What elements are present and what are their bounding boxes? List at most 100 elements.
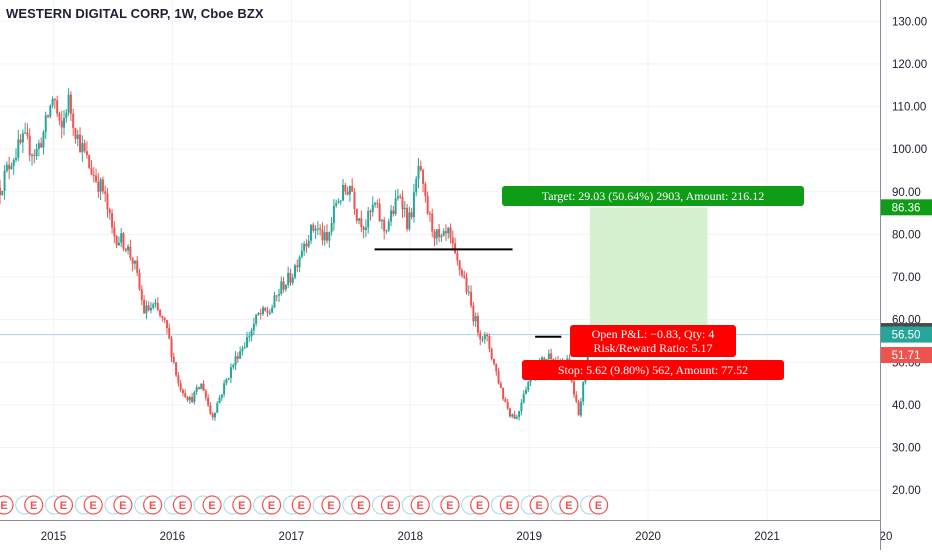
candle-body (108, 209, 111, 214)
candle-body (483, 334, 486, 340)
candle-body (332, 205, 335, 224)
candle-body (355, 208, 358, 221)
candle-body (303, 243, 306, 251)
candle-body (291, 277, 294, 283)
candle-body (396, 196, 399, 199)
candle-body (197, 387, 200, 390)
candle-body (440, 235, 443, 238)
candle-body (191, 397, 194, 403)
candle-body (577, 401, 580, 416)
candle-body (337, 201, 340, 203)
candle-body (575, 394, 578, 402)
earnings-label: E (417, 500, 424, 512)
candle-body (152, 304, 155, 308)
candle-body (236, 356, 239, 359)
candle-body (115, 236, 118, 246)
rr-label: Risk/Reward Ratio: 5.17 (594, 341, 713, 355)
earnings-label: E (298, 500, 305, 512)
candle-body (72, 113, 75, 128)
candle-body (346, 191, 349, 195)
earnings-circle (53, 495, 74, 515)
earnings-circle (470, 495, 490, 515)
candle-body (447, 227, 450, 234)
candle-body (431, 213, 434, 232)
candle-body (106, 193, 109, 210)
candle-body (476, 316, 479, 333)
candle-body (419, 166, 422, 171)
candle-body (499, 383, 502, 388)
candle-body (58, 113, 61, 121)
candle-body (371, 204, 374, 212)
candle-body (69, 94, 72, 114)
candle-body (255, 314, 258, 324)
price-label-bg (881, 199, 932, 216)
earnings-label: E (565, 500, 572, 512)
candle-body (67, 94, 70, 113)
candle-body (444, 231, 447, 234)
earnings-label: E (506, 500, 513, 512)
candle-body (37, 143, 40, 149)
candle-body (360, 218, 363, 228)
candle-body (127, 246, 130, 251)
earnings-circle (410, 495, 430, 515)
y-tick-label: 90.00 (892, 187, 921, 199)
candle-body (140, 289, 143, 300)
candle-body (24, 132, 27, 134)
candle-body (225, 379, 228, 384)
earnings-circle (232, 495, 252, 515)
earnings-label: E (208, 500, 215, 512)
candle-body (467, 291, 470, 293)
candle-body (511, 414, 514, 417)
earnings-label: E (0, 500, 7, 512)
earnings-circle (499, 495, 520, 515)
candle-body (202, 383, 205, 391)
target-label-bg (502, 186, 804, 206)
candle-body (74, 127, 77, 139)
candle-body (486, 334, 489, 337)
earnings-label: E (119, 500, 126, 512)
trade-labels[interactable]: Target: 29.03 (50.64%) 2903, Amount: 216… (502, 186, 804, 380)
candle-body (172, 357, 175, 363)
candle-body (133, 260, 136, 264)
candle-body (547, 353, 550, 360)
candle-body (40, 143, 43, 148)
candle-body (582, 382, 585, 402)
candle-body (518, 411, 521, 417)
earnings-label: E (357, 500, 364, 512)
candle-body (470, 291, 473, 306)
candle-body (49, 105, 52, 117)
candle-body (314, 228, 317, 231)
earnings-label: E (179, 500, 186, 512)
earnings-label: E (90, 500, 97, 512)
candle-body (234, 356, 237, 365)
candle-body (33, 154, 36, 156)
x-tick-label: 2016 (160, 531, 186, 543)
candle-body (353, 191, 356, 209)
candle-body (424, 183, 427, 197)
candle-body (211, 413, 214, 418)
x-tick-label: 2021 (754, 531, 780, 543)
drawn-lines[interactable] (374, 248, 562, 338)
candle-body (147, 305, 150, 311)
x-tick-label: 2020 (635, 531, 661, 543)
earnings-label: E (60, 500, 67, 512)
candle-body (195, 387, 198, 393)
candle-body (351, 186, 354, 192)
candle-body (12, 159, 15, 167)
stop-label-text: Stop: 5.62 (9.80%) 562, Amount: 77.52 (558, 363, 748, 377)
candle-body (3, 170, 6, 191)
stop-label: Stop: 5.62 (9.80%) 562, Amount: 77.52 (522, 360, 784, 380)
candle-body (1, 190, 4, 196)
candle-body (300, 250, 303, 257)
earnings-circle (291, 495, 311, 515)
x-tick-label: 2015 (41, 531, 67, 543)
candle-body (287, 272, 290, 285)
earnings-circle (83, 495, 103, 515)
candle-body (504, 398, 507, 403)
earnings-circle (559, 495, 579, 515)
earnings-circle (24, 495, 44, 515)
